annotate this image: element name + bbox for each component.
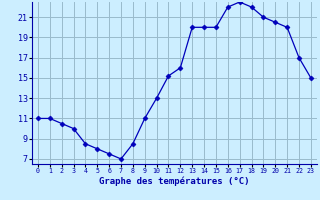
X-axis label: Graphe des températures (°C): Graphe des températures (°C) xyxy=(99,177,250,186)
